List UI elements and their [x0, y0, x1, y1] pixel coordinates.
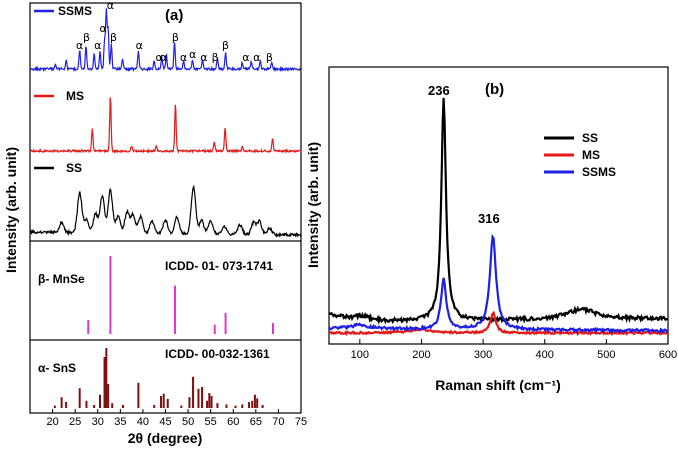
- phase-label: α: [136, 39, 143, 52]
- xrd-curves: [29, 8, 302, 239]
- raman-tick-label: 500: [597, 349, 615, 361]
- xrd-series-ss: [29, 184, 302, 239]
- peak-label-316: 316: [478, 211, 500, 226]
- phase-label: β: [212, 51, 219, 64]
- phase-label: α: [200, 51, 207, 64]
- xrd-tick-label: 50: [182, 416, 194, 428]
- raman-x-ticks: 100 200 300 400 500 600: [351, 339, 677, 361]
- panel-a-top-frame: [29, 2, 302, 242]
- xrd-tick-label: 35: [114, 416, 126, 428]
- raman-x-axis-title: Raman shift (cm⁻¹): [435, 377, 561, 393]
- label-mnse-phase: β- MnSe: [38, 272, 85, 286]
- xrd-x-ticks: 20 25 30 35 40 45 50 55 60 65 70 75: [46, 409, 307, 428]
- raman-series-ms: [328, 310, 669, 337]
- phase-label: β: [83, 31, 90, 44]
- xrd-tick-label: 65: [250, 416, 262, 428]
- xrd-series-ms: [29, 97, 302, 154]
- raman-tick-label: 400: [536, 349, 554, 361]
- xrd-tick-label: 40: [137, 416, 149, 428]
- phase-label: α: [253, 51, 260, 64]
- label-sns-icdd: ICDD- 00-032-1361: [165, 347, 270, 361]
- phase-label: α: [180, 51, 187, 64]
- panel-a-label: (a): [165, 7, 183, 24]
- xrd-reference-lines: [53, 256, 274, 408]
- xrd-tick-label: 30: [92, 416, 104, 428]
- xrd-tick-label: 20: [46, 416, 58, 428]
- phase-label: α: [160, 51, 167, 64]
- raman-series-ssms: [328, 233, 668, 335]
- label-ssms: SSMS: [58, 4, 92, 18]
- phase-label: β: [222, 39, 229, 52]
- raman-tick-label: 200: [412, 349, 430, 361]
- phase-label: β: [266, 51, 273, 64]
- phase-label: α: [156, 51, 163, 64]
- raman-tick-label: 100: [351, 349, 369, 361]
- phase-label: α: [100, 22, 107, 35]
- xrd-tick-label: 60: [227, 416, 239, 428]
- legend-raman-ssms: SSMS: [582, 165, 616, 179]
- phase-label: β: [110, 31, 117, 44]
- phase-label: α: [189, 48, 196, 61]
- peak-label-236: 236: [428, 83, 450, 98]
- label-sns-phase: α- SnS: [38, 361, 76, 375]
- xrd-tick-label: 25: [69, 416, 81, 428]
- legend-raman-ss: SS: [582, 131, 598, 145]
- xrd-series-ssms: [29, 8, 302, 73]
- xrd-tick-label: 55: [205, 416, 217, 428]
- phase-label: α: [107, 0, 114, 12]
- xrd-tick-label: 70: [272, 416, 284, 428]
- label-ms: MS: [66, 89, 84, 103]
- phase-label: α: [76, 39, 83, 52]
- xrd-x-axis-title: 2θ (degree): [128, 430, 202, 446]
- legend-raman-ms: MS: [582, 148, 600, 162]
- xrd-y-axis-title: Intensity (arb. unit): [3, 147, 19, 273]
- raman-tick-label: 600: [659, 349, 677, 361]
- xrd-tick-label: 75: [295, 416, 307, 428]
- raman-tick-label: 300: [474, 349, 492, 361]
- label-ss: SS: [66, 161, 82, 175]
- raman-series-ss: [328, 97, 668, 325]
- panel-b-label: (b): [485, 81, 504, 98]
- panel-b-frame: [328, 66, 669, 345]
- phase-label: β: [172, 31, 179, 44]
- xrd-tick-label: 45: [159, 416, 171, 428]
- phase-label: α: [242, 51, 249, 64]
- raman-curves: [328, 97, 669, 337]
- label-mnse-icdd: ICDD- 01- 073-1741: [165, 259, 273, 273]
- raman-y-axis-title: Intensity (arb. unit): [305, 142, 321, 268]
- phase-label: α: [94, 39, 101, 52]
